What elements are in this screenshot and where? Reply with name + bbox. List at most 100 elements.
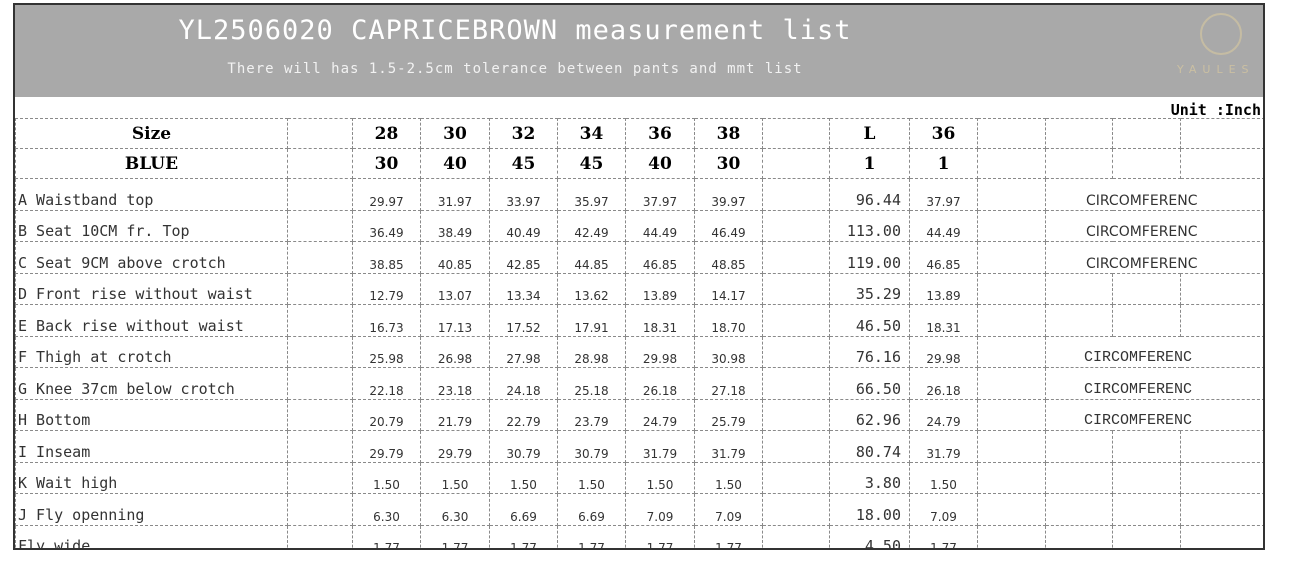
blank-cell <box>762 430 830 463</box>
blank-cell <box>762 367 830 400</box>
size-value: 24.79 <box>909 398 978 431</box>
size-value: 1.77 <box>909 524 978 548</box>
measure-label: I Inseam <box>15 430 288 463</box>
row-label: Size <box>15 118 288 149</box>
blank-cell <box>762 209 830 242</box>
blank-cell <box>287 524 353 548</box>
size-value: 1.50 <box>909 461 978 494</box>
blank-cell <box>1045 148 1113 179</box>
unit-label: Unit :Inch <box>1170 101 1261 119</box>
blank-cell <box>762 398 830 431</box>
header-cell: 40 <box>625 148 695 179</box>
blank-cell <box>1045 272 1113 305</box>
blank-cell <box>287 272 353 305</box>
blank-cell <box>762 493 830 526</box>
measure-value: 27.98 <box>489 335 558 368</box>
header-cell: 30 <box>352 148 421 179</box>
measure-value: 18.31 <box>625 304 695 337</box>
header-cell: 45 <box>489 148 558 179</box>
measure-value: 1.50 <box>420 461 490 494</box>
table-body: Size 28 30 32 34 36 38 L 36 BLUE 30 40 45 45 40 30 1 1 A W… <box>15 118 1263 548</box>
blank-cell <box>1180 304 1263 337</box>
measure-row: A Waistband top 29.97 31.97 33.97 35.97 37.97… <box>15 178 1263 211</box>
blank-cell <box>1045 304 1113 337</box>
header-cell: 40 <box>420 148 490 179</box>
header-cell: 36 <box>625 118 695 149</box>
blank-cell <box>1112 461 1181 494</box>
blank-cell <box>977 304 1046 337</box>
measure-value: 28.98 <box>557 335 626 368</box>
measure-value: 1.50 <box>557 461 626 494</box>
blank-cell <box>762 335 830 368</box>
measure-value: 35.97 <box>557 178 626 211</box>
l-value: 113.00 <box>829 209 910 242</box>
size-value: 26.18 <box>909 367 978 400</box>
blank-cell <box>977 398 1046 431</box>
measure-value: 13.89 <box>625 272 695 305</box>
measure-value: 38.85 <box>352 241 421 274</box>
blank-cell <box>1112 430 1181 463</box>
blank-cell <box>1180 272 1263 305</box>
blank-cell <box>287 118 353 149</box>
measure-value: 44.49 <box>625 209 695 242</box>
blank-cell <box>1180 461 1263 494</box>
measure-value: 46.49 <box>694 209 763 242</box>
measure-value: 7.09 <box>625 493 695 526</box>
l-value: 35.29 <box>829 272 910 305</box>
measure-value: 37.97 <box>625 178 695 211</box>
blank-cell <box>287 148 353 179</box>
size-value: 13.89 <box>909 272 978 305</box>
measure-value: 29.98 <box>625 335 695 368</box>
l-value: 18.00 <box>829 493 910 526</box>
measure-value: 12.79 <box>352 272 421 305</box>
logo: YAULES <box>1177 63 1255 76</box>
measure-label: G Knee 37cm below crotch <box>15 367 288 400</box>
blank-cell <box>1112 148 1181 179</box>
measure-value: 26.18 <box>625 367 695 400</box>
blank-cell <box>287 304 353 337</box>
blank-cell <box>287 178 353 211</box>
blank-cell <box>1045 461 1113 494</box>
measure-row: H Bottom 20.79 21.79 22.79 23.79 24.79 25.79 62… <box>15 398 1263 431</box>
blank-cell <box>1112 304 1181 337</box>
measure-value: 20.79 <box>352 398 421 431</box>
size-value: 29.98 <box>909 335 978 368</box>
color-row: BLUE 30 40 45 45 40 30 1 1 <box>15 148 1263 179</box>
measure-value: 23.79 <box>557 398 626 431</box>
note: CIRCOMFERENC <box>1045 178 1263 211</box>
measure-label: F Thigh at crotch <box>15 335 288 368</box>
row-label: BLUE <box>15 148 288 179</box>
measure-value: 25.18 <box>557 367 626 400</box>
blank-cell <box>1180 430 1263 463</box>
blank-cell <box>287 398 353 431</box>
title: YL2506020 CAPRICEBROWN measurement list <box>178 15 852 46</box>
note: CIRCOMFERENC <box>1045 367 1263 400</box>
blank-cell <box>977 209 1046 242</box>
measure-label: E Back rise without waist <box>15 304 288 337</box>
measure-value: 16.73 <box>352 304 421 337</box>
note: CIRCOMFERENC <box>1045 335 1263 368</box>
blank-cell <box>977 367 1046 400</box>
measure-label: D Front rise without waist <box>15 272 288 305</box>
blank-cell <box>287 335 353 368</box>
l-value: 66.50 <box>829 367 910 400</box>
measure-value: 48.85 <box>694 241 763 274</box>
measure-value: 25.79 <box>694 398 763 431</box>
measure-value: 13.07 <box>420 272 490 305</box>
measure-label: A Waistband top <box>15 178 288 211</box>
measure-value: 30.79 <box>557 430 626 463</box>
measure-row: Fly wide 1.77 1.77 1.77 1.77 1.77 1.77 4.50 1.77 <box>15 524 1263 548</box>
measure-value: 46.85 <box>625 241 695 274</box>
blank-cell <box>762 524 830 548</box>
measure-value: 31.79 <box>625 430 695 463</box>
measure-value: 6.69 <box>489 493 558 526</box>
size-value: 18.31 <box>909 304 978 337</box>
measure-value: 17.13 <box>420 304 490 337</box>
blank-cell <box>1045 524 1113 548</box>
measure-value: 13.62 <box>557 272 626 305</box>
measure-value: 13.34 <box>489 272 558 305</box>
size-value: 7.09 <box>909 493 978 526</box>
l-value: 62.96 <box>829 398 910 431</box>
blank-cell <box>977 524 1046 548</box>
blank-cell <box>287 209 353 242</box>
